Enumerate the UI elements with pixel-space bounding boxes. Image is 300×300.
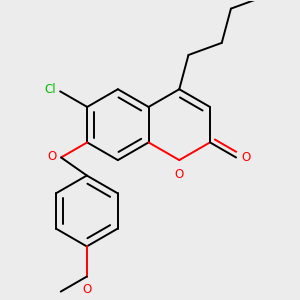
Text: O: O — [242, 151, 251, 164]
Text: O: O — [82, 283, 92, 296]
Text: O: O — [47, 150, 56, 163]
Text: O: O — [175, 168, 184, 181]
Text: Cl: Cl — [45, 83, 56, 96]
